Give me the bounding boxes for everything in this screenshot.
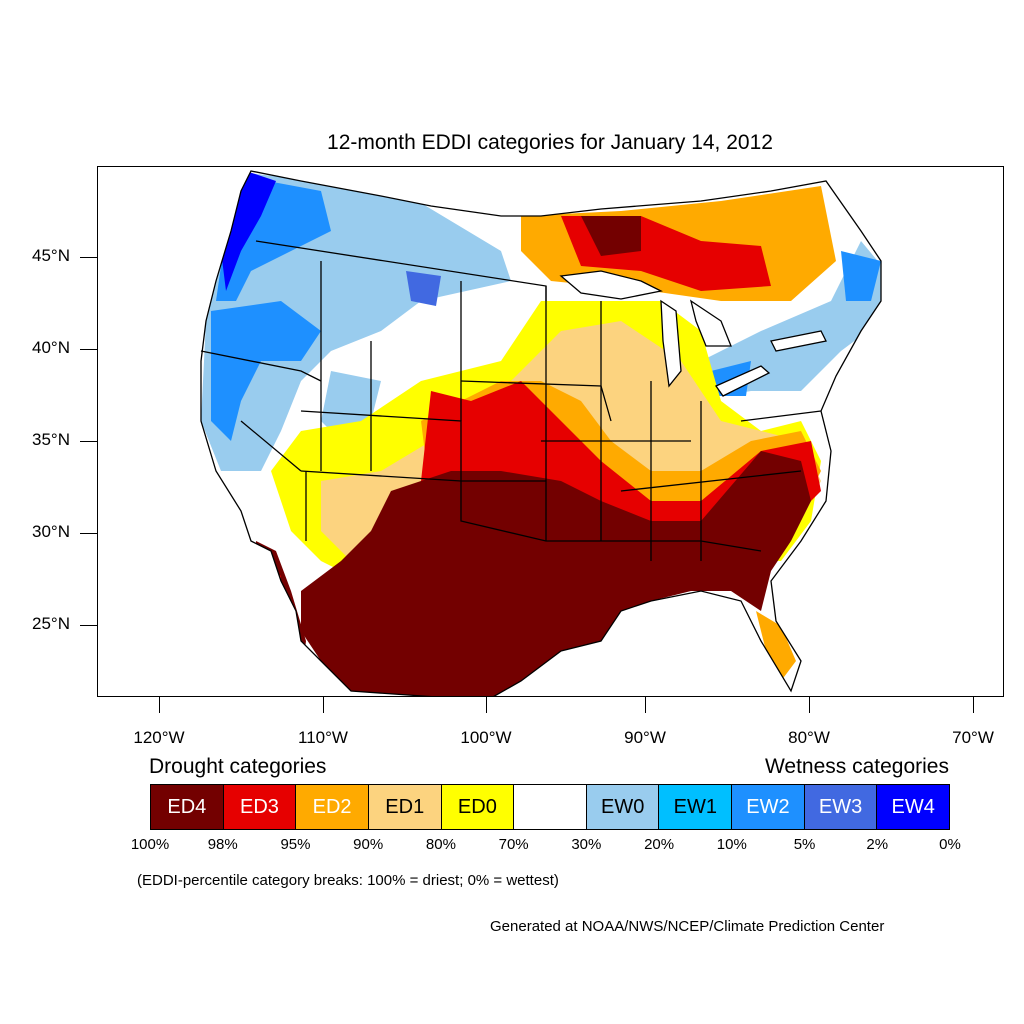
boundaries [200, 170, 882, 696]
y-tick-30 [80, 533, 97, 534]
eddi-map-canvas [200, 170, 882, 696]
percentile-label: 20% [644, 836, 675, 853]
y-tick-label-35: 35°N [32, 430, 70, 449]
legend-box-ed1: ED1 [368, 785, 442, 829]
map-title: 12-month EDDI categories for January 14,… [327, 131, 773, 154]
category-note: (EDDI-percentile category breaks: 100% =… [137, 872, 559, 889]
percentile-label: 70% [498, 836, 529, 853]
legend-box-ew4: EW4 [877, 785, 950, 829]
legend-box-ed0: ED0 [441, 785, 515, 829]
y-tick-45 [80, 257, 97, 258]
legend-box-ew2: EW2 [732, 785, 805, 829]
percentile-label: 98% [207, 836, 238, 853]
x-tick-100w [486, 697, 487, 713]
x-tick-70w [973, 697, 974, 713]
legend-box-ed4: ED4 [151, 785, 224, 829]
y-tick-label-25: 25°N [32, 614, 70, 633]
y-tick-label-30: 30°N [32, 522, 70, 541]
x-tick-label-70w: 70°W [952, 728, 994, 747]
category-legend: ED4 ED3 ED2 ED1 ED0 EW0 EW1 EW2 EW3 EW4 [150, 784, 950, 830]
eddi-map [97, 166, 1004, 697]
legend-box-ew1: EW1 [659, 785, 733, 829]
drought-heading: Drought categories [149, 755, 327, 778]
y-tick-35 [80, 441, 97, 442]
legend-box-neutral [514, 785, 587, 829]
percentile-label: 90% [353, 836, 384, 853]
percentile-label: 100% [130, 836, 170, 853]
eddi-field [201, 171, 881, 696]
great-lakes [559, 270, 827, 397]
x-tick-label-110w: 110°W [298, 728, 348, 747]
x-tick-label-100w: 100°W [460, 728, 512, 747]
x-tick-110w [323, 697, 324, 713]
percentile-label: 10% [716, 836, 747, 853]
x-tick-label-120w: 120°W [133, 728, 185, 747]
percentile-label: 30% [571, 836, 602, 853]
percentile-label: 0% [939, 836, 961, 853]
legend-box-ed2: ED2 [296, 785, 369, 829]
y-tick-label-45: 45°N [32, 246, 70, 265]
legend-box-ew3: EW3 [804, 785, 878, 829]
credit-line: Generated at NOAA/NWS/NCEP/Climate Predi… [490, 918, 885, 935]
wetness-heading: Wetness categories [764, 755, 949, 778]
y-tick-40 [80, 349, 97, 350]
y-tick-25 [80, 625, 97, 626]
x-tick-label-90w: 90°W [624, 728, 666, 747]
percentile-label: 80% [425, 836, 456, 853]
legend-box-ew0: EW0 [586, 785, 660, 829]
percentile-label: 2% [866, 836, 889, 853]
x-tick-120w [159, 697, 160, 713]
legend-box-ed3: ED3 [223, 785, 297, 829]
percentile-label: 5% [793, 836, 816, 853]
x-tick-90w [645, 697, 646, 713]
x-tick-label-80w: 80°W [788, 728, 830, 747]
percentile-label: 95% [280, 836, 311, 853]
y-tick-label-40: 40°N [32, 338, 70, 357]
x-tick-80w [809, 697, 810, 713]
